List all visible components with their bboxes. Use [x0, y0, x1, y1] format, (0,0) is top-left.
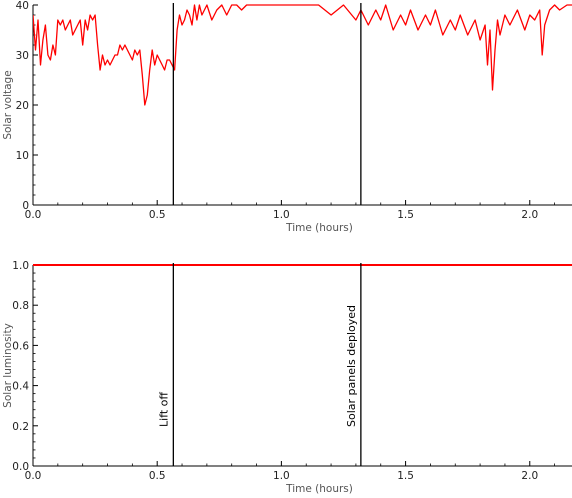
- x-tick-label: 1.5: [397, 470, 414, 482]
- event-label-1: Lift off: [157, 392, 170, 427]
- x-axis-label: Time (hours): [285, 483, 353, 494]
- x-tick-label: 0.5: [149, 209, 166, 221]
- x-tick-label: 2.0: [521, 209, 538, 221]
- x-axis-label: Time (hours): [285, 222, 353, 234]
- y-tick-label: 0.8: [12, 300, 29, 312]
- x-tick-label: 1.0: [273, 209, 290, 221]
- series-line-1: [33, 4, 572, 106]
- y-tick-label: 0.2: [12, 421, 29, 433]
- y-tick-label: 0: [22, 200, 29, 212]
- chart-panel-1: 0.0 0.5 1.0 1.5 2.0 0 10 20 30 40 Time (hours) Sola…: [2, 0, 572, 234]
- y-axis-label: Solar voltage: [2, 70, 14, 139]
- x-tick-label: 0.0: [25, 209, 42, 221]
- x-tick-label: 1.5: [397, 209, 414, 221]
- y-tick-label: 20: [16, 100, 29, 112]
- x-tick-label: 2.0: [521, 470, 538, 482]
- event-label-2: Solar panels deployed: [345, 305, 358, 427]
- x-tick-label: 0.0: [25, 470, 42, 482]
- x-tick-label: 0.5: [149, 470, 166, 482]
- y-axis-label: Solar luminosity: [2, 323, 14, 408]
- y-tick-label: 1.0: [12, 260, 29, 272]
- y-tick-label: 30: [16, 50, 29, 62]
- y-tick-label: 0.6: [12, 340, 29, 352]
- x-tick-label: 1.0: [273, 470, 290, 482]
- y-tick-label: 0.0: [12, 461, 29, 473]
- y-tick-label: 0.4: [12, 381, 29, 393]
- y-tick-label: 40: [16, 0, 29, 12]
- y-tick-label: 10: [16, 150, 29, 162]
